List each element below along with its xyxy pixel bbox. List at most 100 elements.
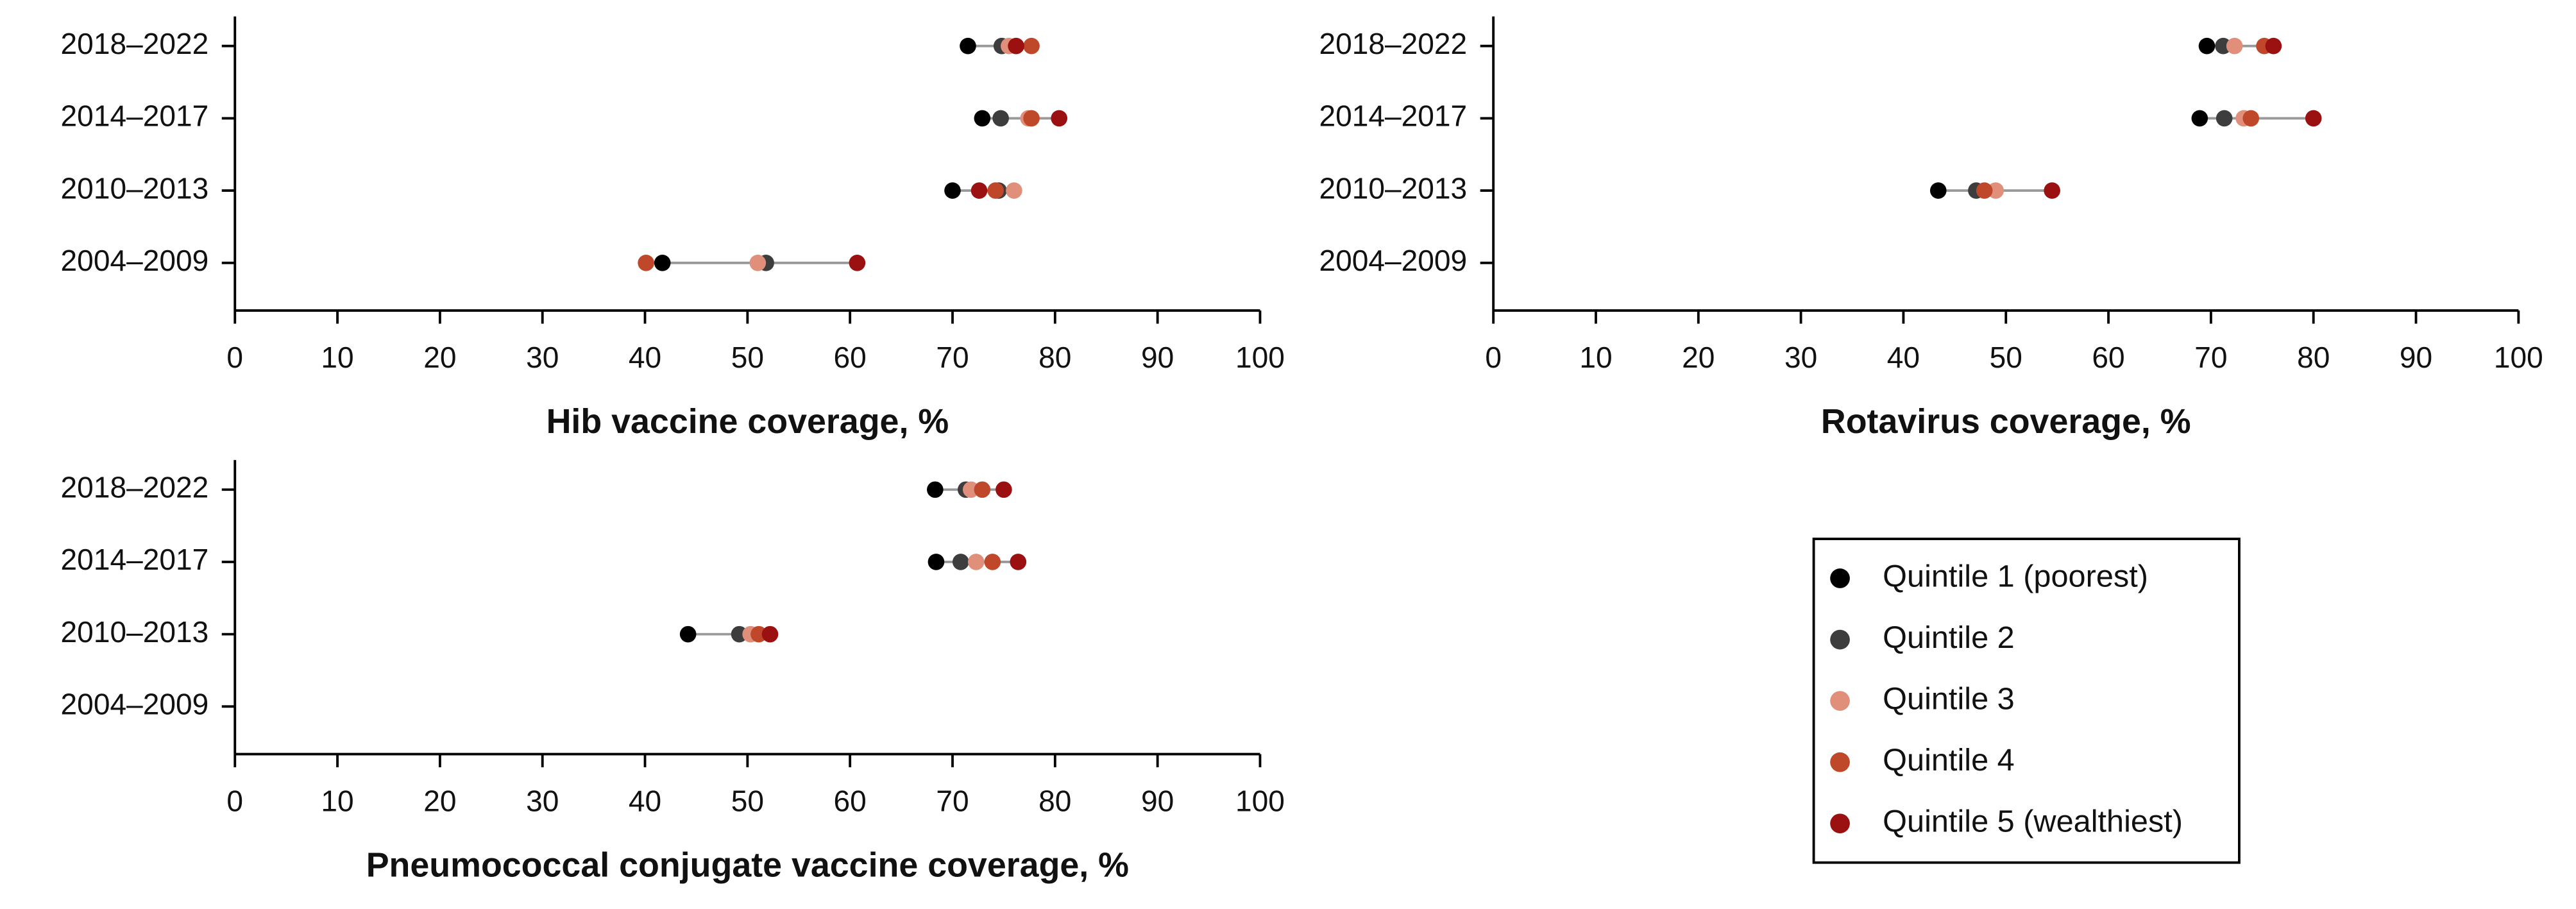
x-tick-label: 70	[936, 785, 969, 818]
x-tick-label: 50	[731, 785, 764, 818]
x-tick-label: 90	[1141, 341, 1174, 374]
dot	[1051, 110, 1068, 127]
dot	[638, 254, 654, 271]
x-tick-label: 100	[1235, 785, 1285, 818]
x-tick-label: 10	[1579, 341, 1612, 374]
x-tick-label: 60	[834, 785, 867, 818]
legend-marker	[1830, 629, 1850, 650]
x-axis-title: Pneumococcal conjugate vaccine coverage,…	[366, 846, 1129, 885]
y-tick-label: 2014–2017	[61, 99, 209, 133]
y-tick-label: 2018–2022	[1319, 27, 1467, 60]
dot	[731, 625, 748, 643]
dot	[1976, 182, 1993, 199]
x-tick-label: 0	[226, 341, 243, 374]
x-tick-label: 0	[226, 785, 243, 818]
x-tick-label: 0	[1485, 341, 1502, 374]
x-tick-label: 30	[1784, 341, 1817, 374]
dot	[749, 254, 767, 271]
dot	[974, 481, 991, 498]
dot	[654, 254, 671, 271]
x-tick-label: 70	[2194, 341, 2227, 374]
legend-marker	[1830, 691, 1850, 711]
dot	[2191, 110, 2208, 127]
x-tick-label: 40	[629, 785, 661, 818]
x-tick-label: 30	[526, 785, 559, 818]
dot	[1929, 182, 1947, 199]
dot	[1023, 37, 1040, 55]
x-tick-label: 50	[731, 341, 764, 374]
dot	[927, 481, 944, 498]
dot	[1006, 182, 1022, 199]
y-tick-label: 2010–2013	[1319, 171, 1467, 205]
dot	[1023, 110, 1040, 127]
x-tick-label: 10	[321, 785, 353, 818]
x-axis-title: Rotavirus coverage, %	[1821, 402, 2191, 441]
x-tick-label: 10	[321, 341, 353, 374]
dot	[750, 625, 767, 643]
x-tick-label: 50	[1990, 341, 2022, 374]
legend-label: Quintile 2	[1883, 620, 2015, 655]
dot	[962, 481, 979, 498]
dot	[761, 625, 779, 643]
dot	[944, 182, 961, 199]
x-tick-label: 30	[526, 341, 559, 374]
y-tick-label: 2018–2022	[61, 470, 209, 504]
dot	[928, 554, 945, 570]
dot	[1010, 554, 1027, 570]
dot	[2216, 110, 2233, 127]
dot	[960, 37, 976, 55]
dot	[967, 554, 985, 570]
x-tick-label: 70	[936, 341, 969, 374]
x-tick-label: 20	[423, 341, 456, 374]
dot	[849, 254, 866, 271]
dot	[952, 554, 969, 570]
dot	[2242, 110, 2260, 127]
dot	[1987, 182, 2004, 199]
legend-label: Quintile 4	[1883, 743, 2015, 777]
legend-label: Quintile 3	[1883, 681, 2015, 716]
dot	[992, 110, 1009, 127]
x-tick-label: 60	[2092, 341, 2124, 374]
y-tick-label: 2018–2022	[61, 27, 209, 60]
legend-box	[1812, 538, 2241, 864]
y-tick-label: 2010–2013	[61, 171, 209, 205]
x-tick-label: 80	[1038, 785, 1071, 818]
x-tick-label: 80	[2297, 341, 2330, 374]
dot	[2226, 37, 2243, 55]
x-tick-label: 60	[834, 341, 867, 374]
x-tick-label: 80	[1038, 341, 1071, 374]
y-tick-label: 2004–2009	[61, 244, 209, 277]
dot	[987, 182, 1004, 199]
dot	[1008, 37, 1024, 55]
dot	[2044, 182, 2060, 199]
dot	[996, 481, 1012, 498]
dot	[679, 625, 697, 643]
y-tick-label: 2014–2017	[1319, 99, 1467, 133]
dot	[2305, 110, 2322, 127]
x-tick-label: 40	[629, 341, 661, 374]
x-tick-label: 100	[2494, 341, 2543, 374]
x-tick-label: 90	[2400, 341, 2432, 374]
y-tick-label: 2004–2009	[61, 687, 209, 720]
dot	[984, 554, 1001, 570]
x-tick-label: 40	[1887, 341, 1920, 374]
x-tick-label: 100	[1235, 341, 1285, 374]
legend-label: Quintile 1 (poorest)	[1883, 559, 2148, 593]
y-tick-label: 2004–2009	[1319, 244, 1467, 277]
dot	[2265, 37, 2282, 55]
x-tick-label: 20	[423, 785, 456, 818]
y-tick-label: 2010–2013	[61, 615, 209, 649]
dot	[974, 110, 991, 127]
legend-marker	[1830, 568, 1850, 588]
legend-label: Quintile 5 (wealthiest)	[1883, 804, 2183, 839]
x-tick-label: 20	[1682, 341, 1715, 374]
x-axis-title: Hib vaccine coverage, %	[547, 402, 949, 441]
dot	[2215, 37, 2232, 55]
legend-marker	[1830, 813, 1850, 834]
x-tick-label: 90	[1141, 785, 1174, 818]
y-tick-label: 2014–2017	[61, 543, 209, 576]
dot	[2198, 37, 2216, 55]
legend-marker	[1830, 752, 1850, 772]
dot	[970, 182, 988, 199]
